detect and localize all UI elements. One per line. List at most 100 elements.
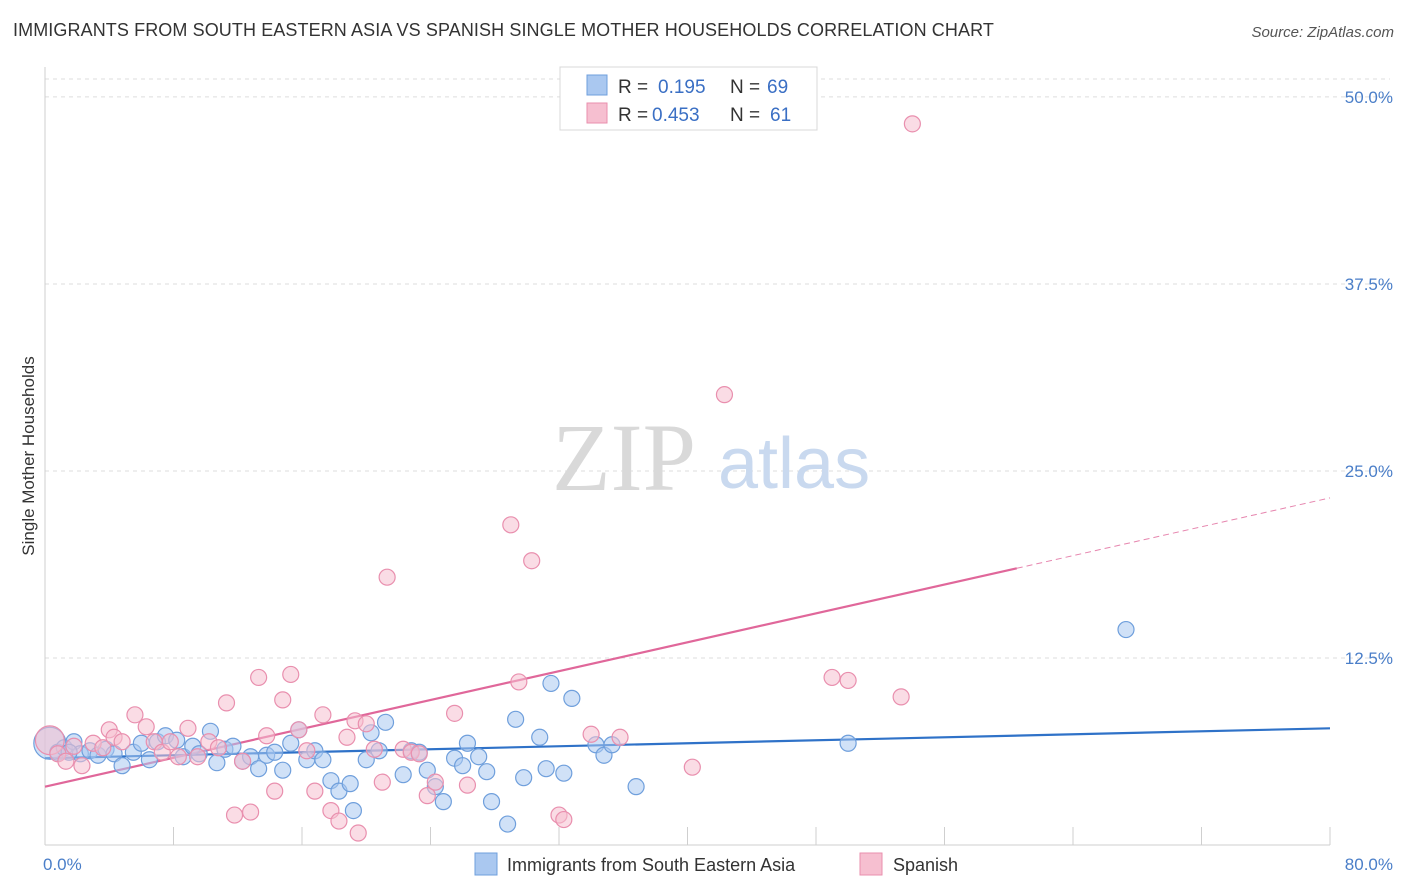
blue-point-25 [250, 760, 268, 778]
watermark: ZIP atlas [552, 404, 870, 511]
blue-point-33 [314, 751, 332, 769]
pink-point-26 [266, 782, 284, 800]
pink-point-3 [65, 737, 83, 755]
source-credit: Source: ZipAtlas.com [1251, 24, 1394, 41]
pink-point-44 [410, 745, 428, 763]
blue-point-9 [113, 757, 131, 775]
pink-point-32 [314, 706, 332, 724]
pink-point-37 [349, 824, 367, 842]
pink-point-34 [330, 812, 348, 830]
pink-point-31 [306, 782, 324, 800]
blue-point-49 [454, 757, 472, 775]
pink-point-59 [839, 671, 857, 690]
blue-point-42 [394, 766, 412, 784]
bottom-legend-swatch-blue [474, 852, 498, 876]
pink-point-9 [113, 733, 131, 751]
blue-point-57 [531, 728, 549, 746]
pink-point-30 [298, 742, 316, 760]
legend-n-label-1: N = [730, 77, 760, 98]
y-tick-label-2: 37.5% [1345, 275, 1393, 294]
y-tick-label-1: 25.0% [1345, 462, 1393, 481]
pink-point-35 [338, 728, 356, 746]
pink-point-41 [378, 568, 396, 586]
legend-n-value-2: 61 [770, 105, 791, 126]
blue-point-52 [478, 763, 496, 781]
pink-point-14 [161, 733, 179, 751]
pink-point-6 [94, 739, 112, 757]
blue-point-67 [1117, 620, 1135, 639]
legend-r-label-2: R = [618, 105, 648, 126]
pink-point-22 [233, 752, 252, 770]
pink-point-48 [458, 776, 477, 794]
blue-point-22 [224, 737, 242, 755]
pink-point-17 [188, 748, 207, 766]
pink-point-2 [57, 752, 75, 770]
pink-point-4 [73, 757, 91, 775]
watermark-zip: ZIP [552, 404, 696, 511]
pink-point-39 [365, 740, 383, 758]
blue-point-55 [507, 710, 525, 728]
pink-point-19 [209, 739, 228, 757]
blue-point-56 [515, 769, 533, 787]
legend-box: R = 0.195 N = 69 R = 0.453 N = 61 [559, 66, 818, 131]
x-tick-label-0: 0.0% [43, 855, 82, 874]
bottom-legend: Immigrants from South Eastern Asia Spani… [474, 852, 958, 876]
pink-point-21 [225, 806, 244, 824]
data-points [33, 115, 1135, 842]
blue-point-61 [563, 689, 581, 707]
blue-point-50 [458, 734, 477, 752]
pink-point-57 [715, 386, 734, 404]
blue-point-58 [537, 760, 555, 778]
blue-point-53 [482, 793, 501, 811]
pink-point-24 [250, 668, 268, 687]
pink-point-50 [510, 673, 528, 691]
pink-point-20 [217, 694, 236, 712]
y-tick-label-3: 50.0% [1345, 88, 1393, 107]
pink-point-55 [611, 728, 629, 746]
blue-point-66 [839, 734, 857, 752]
blue-point-51 [470, 748, 488, 766]
pink-point-16 [179, 719, 197, 737]
pink-point-56 [683, 758, 701, 776]
blue-point-45 [418, 761, 436, 779]
watermark-atlas: atlas [718, 424, 870, 504]
blue-point-36 [341, 775, 359, 793]
pink-point-47 [445, 704, 464, 722]
pink-point-49 [502, 516, 520, 534]
blue-point-41 [376, 713, 395, 731]
legend-r-label-1: R = [618, 77, 648, 98]
grid [45, 78, 1390, 659]
x-tick-label-1: 80.0% [1345, 855, 1393, 874]
blue-point-54 [499, 815, 517, 833]
bottom-legend-swatch-pink [859, 852, 883, 876]
blue-point-12 [140, 751, 159, 769]
pink-point-51 [523, 552, 541, 570]
pink-point-60 [892, 688, 910, 706]
pink-point-46 [426, 773, 444, 791]
legend-swatch-blue [586, 74, 608, 96]
bottom-legend-label-blue: Immigrants from South Eastern Asia [507, 855, 796, 875]
legend-n-label-2: N = [730, 105, 760, 126]
pink-point-27 [274, 691, 292, 709]
pink-point-11 [137, 718, 155, 736]
blue-point-29 [282, 734, 300, 752]
pink-point-29 [290, 721, 308, 739]
blue-point-37 [344, 801, 362, 820]
pink-point-40 [373, 773, 391, 791]
blue-point-59 [542, 674, 560, 693]
pink-point-10 [126, 706, 144, 724]
pink-point-53 [555, 810, 573, 829]
legend-r-value-2: 0.453 [652, 105, 700, 126]
blue-point-47 [434, 793, 452, 811]
pink-point-25 [258, 727, 276, 745]
pink-point-61 [903, 115, 921, 133]
legend-r-value-1: 0.195 [658, 77, 706, 98]
y-axis-label: Single Mother Households [19, 356, 38, 555]
bottom-legend-label-pink: Spanish [893, 855, 958, 875]
blue-point-65 [627, 778, 645, 796]
pink-point-28 [282, 665, 300, 684]
pink-point-54 [582, 725, 600, 743]
tick-labels: 12.5% 25.0% 37.5% 50.0% 0.0% 80.0% [43, 88, 1393, 874]
y-tick-label-0: 12.5% [1345, 649, 1393, 668]
